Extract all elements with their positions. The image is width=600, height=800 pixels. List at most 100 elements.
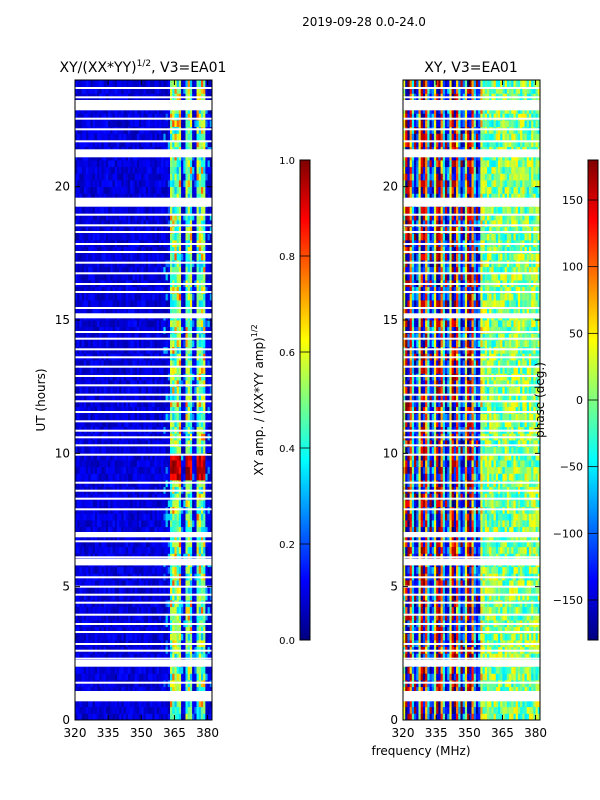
- amplitude-cell: [128, 546, 131, 554]
- amplitude-cell: [198, 520, 202, 528]
- amplitude-cell: [136, 253, 140, 261]
- amplitude-cell: [132, 393, 136, 401]
- amplitude-cell: [139, 393, 142, 401]
- amplitude-cell: [172, 266, 175, 274]
- amplitude-cell: [116, 440, 120, 448]
- amplitude-cell: [101, 380, 105, 388]
- amplitude-cell: [121, 180, 125, 188]
- amplitude-cell: [119, 180, 122, 188]
- amplitude-cell: [99, 473, 102, 481]
- amplitude-cell: [156, 326, 160, 334]
- amplitude-cell: [170, 546, 173, 554]
- amplitude-cell: [161, 520, 164, 528]
- amplitude-cell: [112, 453, 116, 461]
- amplitude-cell: [92, 593, 96, 601]
- amplitude-cell: [114, 186, 118, 194]
- amplitude-cell: [165, 406, 169, 414]
- amplitude-cell: [77, 473, 80, 481]
- amplitude-cell: [105, 293, 109, 301]
- amplitude-cell: [170, 580, 173, 588]
- amplitude-cell: [172, 413, 175, 421]
- amplitude-cell: [105, 393, 109, 401]
- amplitude-cell: [150, 546, 153, 554]
- amplitude-cell: [112, 233, 116, 241]
- amplitude-cell: [90, 493, 94, 501]
- amplitude-cell: [123, 360, 127, 368]
- amplitude-cell: [103, 546, 107, 554]
- amplitude-cell: [172, 220, 175, 228]
- amplitude-cell: [81, 193, 85, 201]
- amplitude-cell: [147, 320, 151, 328]
- amplitude-cell: [114, 406, 118, 414]
- amplitude-cell: [156, 293, 160, 301]
- amplitude-cell: [105, 306, 109, 314]
- amplitude-cell: [147, 333, 151, 341]
- amplitude-cell: [141, 266, 144, 274]
- amplitude-cell: [181, 700, 184, 708]
- amplitude-cell: [83, 266, 87, 274]
- amplitude-cell: [83, 613, 87, 621]
- amplitude-cell: [130, 193, 133, 201]
- amplitude-cell: [196, 273, 200, 281]
- amplitude-cell: [141, 300, 144, 308]
- amplitude-cell: [75, 180, 78, 188]
- amplitude-cell: [200, 626, 204, 634]
- amplitude-cell: [112, 493, 116, 501]
- amplitude-cell: [121, 293, 125, 301]
- amplitude-cell: [116, 193, 120, 201]
- amplitude-cell: [105, 440, 109, 448]
- amplitude-cell: [105, 540, 109, 548]
- amplitude-cell: [92, 413, 96, 421]
- amplitude-cell: [196, 500, 200, 508]
- amplitude-cell: [209, 380, 213, 388]
- amplitude-cell: [161, 186, 164, 194]
- amplitude-cell: [119, 400, 122, 408]
- amplitude-cell: [123, 633, 127, 641]
- amplitude-cell: [147, 253, 151, 261]
- amplitude-cell: [158, 520, 162, 528]
- amplitude-cell: [200, 546, 204, 554]
- amplitude-cell: [176, 686, 180, 694]
- amplitude-cell: [150, 540, 153, 548]
- amplitude-cell: [128, 500, 131, 508]
- amplitude-cell: [128, 333, 131, 341]
- amplitude-cell: [123, 233, 127, 241]
- amplitude-cell: [198, 626, 202, 634]
- amplitude-cell: [83, 540, 87, 548]
- amplitude-cell: [90, 360, 94, 368]
- amplitude-cell: [101, 446, 105, 454]
- amplitude-cell: [187, 393, 191, 401]
- amplitude-cell: [123, 273, 127, 281]
- amplitude-cell: [108, 180, 111, 188]
- amplitude-cell: [183, 453, 186, 461]
- amplitude-cell: [194, 406, 197, 414]
- amplitude-cell: [132, 186, 136, 194]
- amplitude-cell: [94, 460, 98, 468]
- amplitude-cell: [156, 653, 160, 661]
- amplitude-cell: [86, 333, 89, 341]
- amplitude-cell: [152, 266, 155, 274]
- amplitude-cell: [114, 540, 118, 548]
- amplitude-cell: [97, 380, 100, 388]
- amplitude-cell: [130, 293, 133, 301]
- amplitude-cell: [116, 493, 120, 501]
- amplitude-cell: [189, 366, 193, 374]
- amplitude-cell: [99, 393, 102, 401]
- amplitude-cell: [75, 186, 78, 194]
- amplitude-cell: [75, 406, 78, 414]
- amplitude-cell: [192, 220, 195, 228]
- amplitude-cell: [94, 593, 98, 601]
- amplitude-cell: [119, 580, 122, 588]
- amplitude-cell: [181, 446, 184, 454]
- amplitude-cell: [112, 340, 116, 348]
- amplitude-cell: [94, 326, 98, 334]
- amplitude-cell: [150, 273, 153, 281]
- amplitude-cell: [143, 686, 147, 694]
- amplitude-cell: [176, 226, 180, 234]
- amplitude-cell: [134, 326, 138, 334]
- amplitude-cell: [86, 226, 89, 234]
- amplitude-cell: [165, 420, 169, 428]
- amplitude-cell: [163, 586, 166, 594]
- amplitude-cell: [112, 366, 116, 374]
- amplitude-cell: [97, 713, 100, 721]
